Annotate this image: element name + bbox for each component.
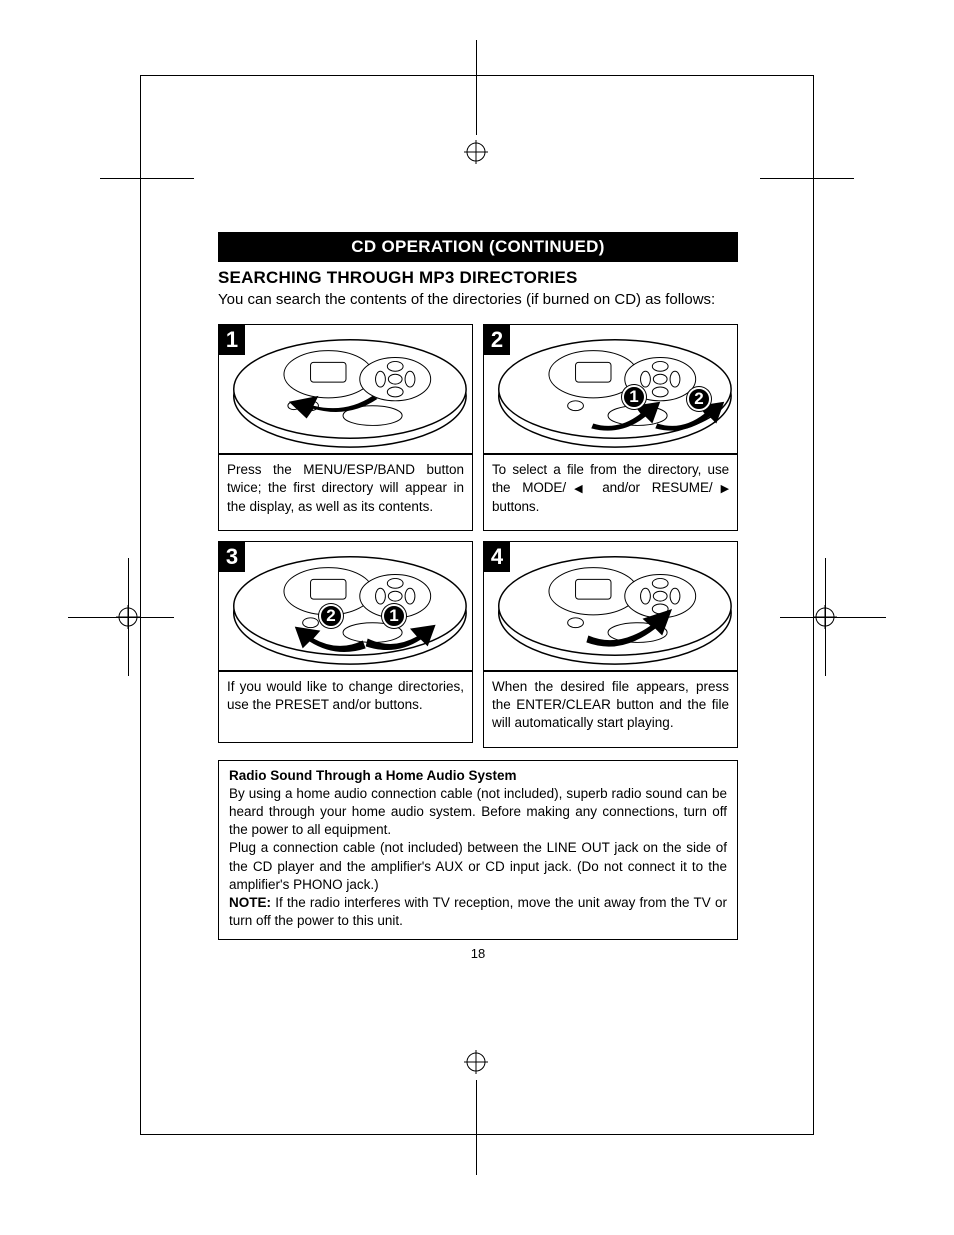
step-1-figure: 1	[218, 324, 473, 454]
cd-player-illustration	[219, 325, 472, 453]
crop-mark	[476, 1080, 477, 1175]
step-4-caption: When the desired file appears, press the…	[483, 671, 738, 748]
sub-badge-1: 1	[382, 604, 406, 628]
note-label: NOTE:	[229, 895, 271, 910]
step-number-badge: 3	[219, 542, 245, 572]
step-number-badge: 1	[219, 325, 245, 355]
step-number-badge: 4	[484, 542, 510, 572]
left-triangle-icon: ◀	[566, 483, 591, 495]
step-4-figure: 4	[483, 541, 738, 671]
note-body-2: Plug a connection cable (not included) b…	[229, 839, 727, 894]
section-subheading: SEARCHING THROUGH MP3 DIRECTORIES	[218, 268, 738, 288]
step-2-caption: To select a file from the directory, use…	[483, 454, 738, 531]
note-body-3: NOTE: If the radio interferes with TV re…	[229, 894, 727, 930]
sub-badge-2: 2	[319, 604, 343, 628]
step-4: 4 When the desired file appears, press t…	[483, 541, 738, 748]
caption-text: and/or RESUME/	[591, 480, 713, 495]
step-1: 1 Press the MENU/ESP/BAND button twice; …	[218, 324, 473, 531]
step-number-badge: 2	[484, 325, 510, 355]
registration-mark	[116, 605, 140, 629]
section-banner: CD OPERATION (CONTINUED)	[218, 232, 738, 262]
steps-grid: 1 Press the MENU/ESP/BAND button twice; …	[218, 324, 738, 747]
crop-mark	[476, 40, 477, 135]
note-box: Radio Sound Through a Home Audio System …	[218, 760, 738, 940]
note-text: If the radio interferes with TV receptio…	[229, 895, 727, 928]
intro-text: You can search the contents of the direc…	[218, 290, 738, 310]
note-body-1: By using a home audio connection cable (…	[229, 785, 727, 840]
registration-mark	[813, 605, 837, 629]
page-content: CD OPERATION (CONTINUED) SEARCHING THROU…	[218, 232, 738, 961]
step-3: 3 2 1 If you would like to change direct…	[218, 541, 473, 748]
step-2: 2 1 2 To select a file from the director…	[483, 324, 738, 531]
right-triangle-icon: ▶	[713, 483, 729, 495]
cd-player-illustration	[484, 542, 737, 670]
step-2-figure: 2 1 2	[483, 324, 738, 454]
caption-text: buttons.	[492, 499, 539, 514]
note-title: Radio Sound Through a Home Audio System	[229, 768, 517, 783]
registration-mark	[464, 1050, 488, 1074]
crop-mark	[100, 178, 194, 179]
crop-mark	[760, 178, 854, 179]
page-number: 18	[218, 946, 738, 961]
cd-player-illustration	[219, 542, 472, 670]
step-1-caption: Press the MENU/ESP/BAND button twice; th…	[218, 454, 473, 531]
registration-mark	[464, 140, 488, 164]
step-3-caption: If you would like to change directories,…	[218, 671, 473, 743]
step-3-figure: 3 2 1	[218, 541, 473, 671]
